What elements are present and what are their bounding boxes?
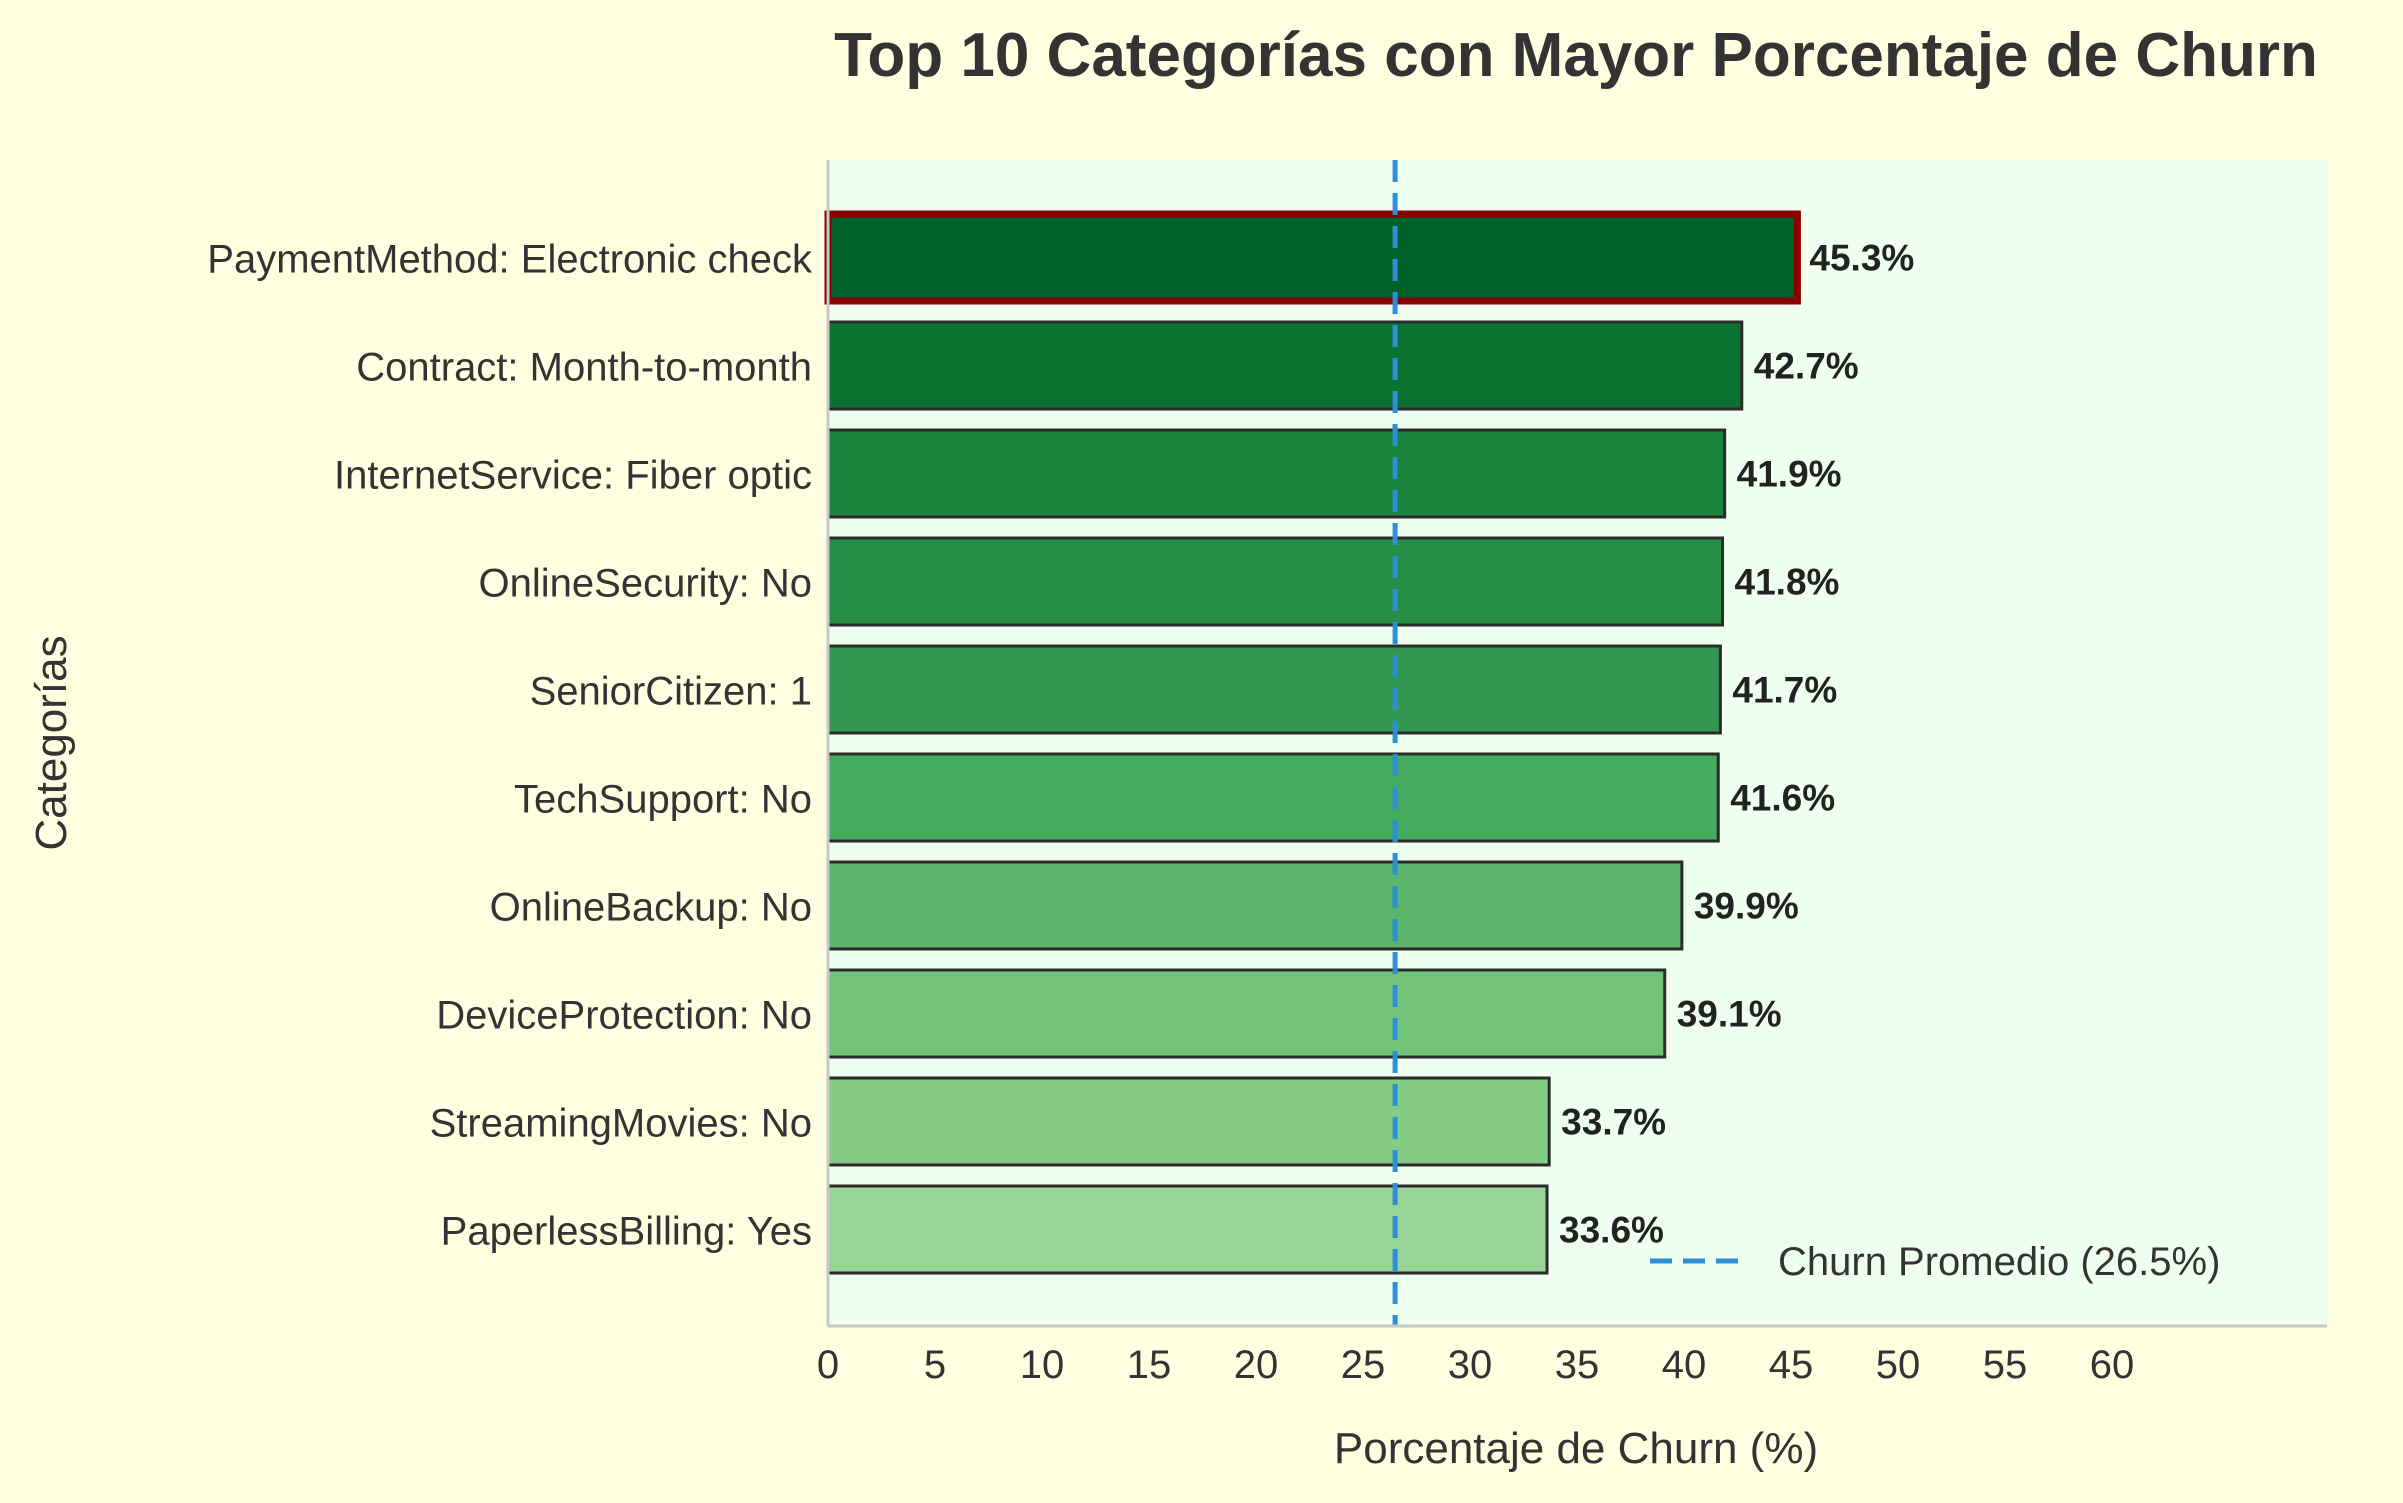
bar bbox=[826, 860, 1684, 951]
value-label: 41.6% bbox=[1730, 778, 1835, 819]
value-label: 39.1% bbox=[1677, 994, 1782, 1035]
bar bbox=[824, 210, 1801, 305]
value-label: 42.7% bbox=[1754, 346, 1859, 387]
category-label: PaperlessBilling: Yes bbox=[441, 1210, 812, 1254]
category-label: StreamingMovies: No bbox=[430, 1102, 812, 1146]
value-label: 45.3% bbox=[1809, 238, 1914, 279]
chart-title: Top 10 Categorías con Mayor Porcentaje d… bbox=[834, 21, 2318, 90]
bar bbox=[826, 1184, 1549, 1275]
x-tick-label: 0 bbox=[817, 1343, 839, 1387]
x-ticks: 0 5 10 15 20 25 30 35 40 45 50 55 60 bbox=[817, 1343, 2134, 1387]
value-label: 41.9% bbox=[1737, 454, 1842, 495]
category-label: OnlineBackup: No bbox=[490, 886, 812, 930]
x-tick-label: 25 bbox=[1341, 1343, 1386, 1387]
category-label: SeniorCitizen: 1 bbox=[530, 670, 812, 714]
category-label: InternetService: Fiber optic bbox=[334, 454, 812, 498]
value-label: 41.7% bbox=[1732, 670, 1837, 711]
x-tick-label: 45 bbox=[1769, 1343, 1814, 1387]
category-label: Contract: Month-to-month bbox=[356, 346, 812, 390]
category-label: PaymentMethod: Electronic check bbox=[207, 238, 813, 282]
x-axis-label: Porcentaje de Churn (%) bbox=[1334, 1424, 1818, 1473]
x-tick-label: 35 bbox=[1555, 1343, 1600, 1387]
bar bbox=[826, 536, 1725, 627]
legend: Churn Promedio (26.5%) bbox=[1650, 1240, 2220, 1284]
x-tick-label: 15 bbox=[1127, 1343, 1172, 1387]
bar bbox=[826, 752, 1720, 843]
x-tick-label: 5 bbox=[924, 1343, 946, 1387]
category-labels: PaymentMethod: Electronic check Contract:… bbox=[207, 238, 813, 1254]
value-label: 33.7% bbox=[1561, 1102, 1666, 1143]
x-tick-label: 20 bbox=[1234, 1343, 1279, 1387]
value-labels: 45.3% 42.7% 41.9% 41.8% 41.7% 41.6% 39.9% 39.1%… bbox=[1559, 238, 1914, 1251]
category-label: TechSupport: No bbox=[514, 778, 812, 822]
value-label: 33.6% bbox=[1559, 1210, 1664, 1251]
x-tick-label: 40 bbox=[1662, 1343, 1707, 1387]
bar bbox=[826, 968, 1667, 1059]
bars-layer bbox=[824, 210, 1801, 1275]
value-label: 41.8% bbox=[1735, 562, 1840, 603]
bar bbox=[826, 428, 1727, 519]
x-tick-label: 60 bbox=[2090, 1343, 2135, 1387]
x-tick-label: 30 bbox=[1448, 1343, 1493, 1387]
y-axis-label: Categorías bbox=[27, 635, 76, 850]
bar bbox=[826, 644, 1722, 735]
bar bbox=[826, 320, 1744, 411]
x-tick-label: 50 bbox=[1876, 1343, 1921, 1387]
bar bbox=[826, 1076, 1551, 1167]
value-label: 39.9% bbox=[1694, 886, 1799, 927]
x-tick-label: 55 bbox=[1983, 1343, 2028, 1387]
category-label: OnlineSecurity: No bbox=[479, 562, 812, 606]
legend-label: Churn Promedio (26.5%) bbox=[1778, 1240, 2220, 1284]
x-tick-label: 10 bbox=[1020, 1343, 1065, 1387]
category-label: DeviceProtection: No bbox=[436, 994, 812, 1038]
